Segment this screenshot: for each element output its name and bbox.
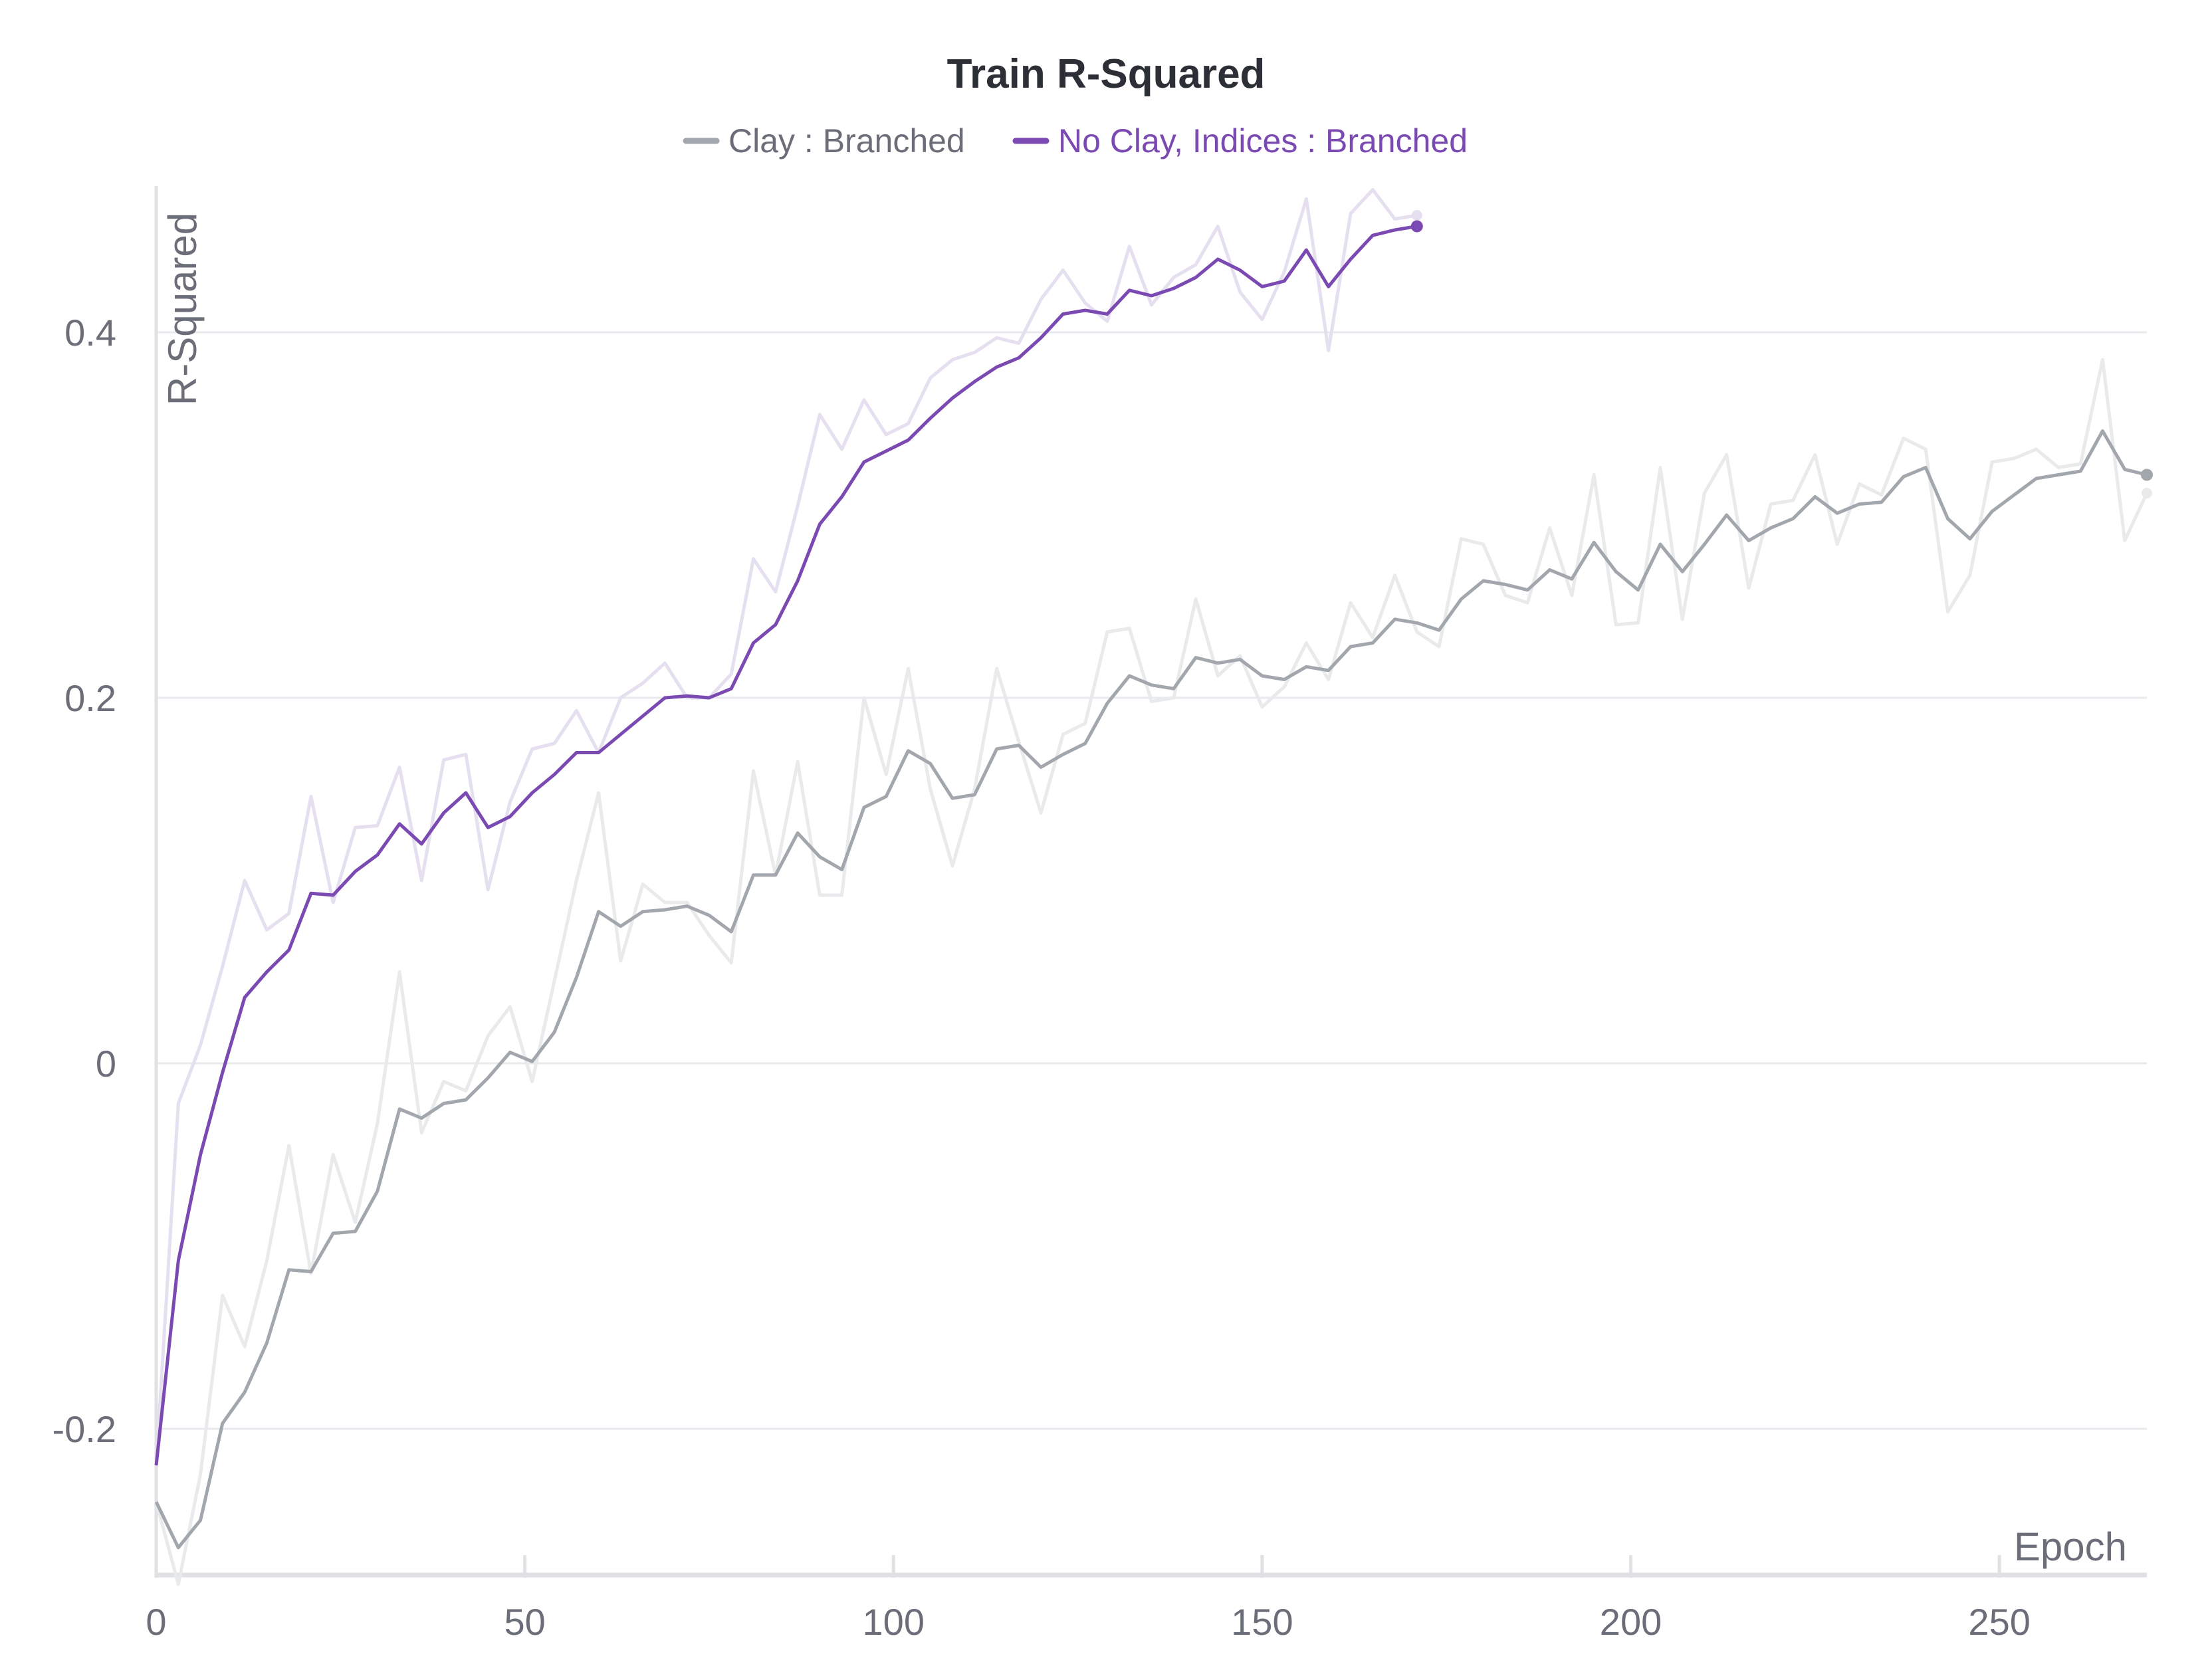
series-1-smoothed-line[interactable] [154,429,2148,1550]
legend-item-2[interactable]: No Clay, Indices : Branched [1012,122,1468,159]
y-tick-label: 0 [96,1043,116,1085]
y-axis-label: R-Squared [160,213,205,405]
raw-series-lines [154,188,2149,1586]
smoothed-series-lines[interactable] [154,225,2148,1550]
x-tick-labels: 0 50 100 150 200 250 [146,1601,2030,1643]
series-2-smoothed-line[interactable] [154,225,1418,1466]
y-tick-labels: -0.2 0 0.2 0.4 [53,312,117,1450]
gridlines [156,331,2147,1430]
legend[interactable]: Clay : Branched No Clay, Indices : Branch… [683,122,1468,159]
y-tick-label: 0.2 [64,677,116,719]
series-2-end-point [1410,220,1423,233]
x-tick-label: 50 [504,1601,545,1643]
legend-label: Clay : Branched [728,122,965,159]
x-tick-label: 200 [1600,1601,1662,1643]
x-tick-label: 0 [146,1601,166,1643]
series-1-end-point [2141,469,2153,481]
series-1-raw-line [154,358,2149,1586]
y-tick-label: 0.4 [64,312,116,354]
x-tick-label: 100 [863,1601,925,1643]
x-tick-label: 150 [1231,1601,1293,1643]
series-2-raw-line [154,188,1418,1466]
x-tick-label: 250 [1968,1601,2030,1643]
x-axis-label: Epoch [2014,1524,2127,1569]
legend-item-1[interactable]: Clay : Branched [683,122,965,159]
series-end-points [1410,210,2153,498]
y-tick-label: -0.2 [53,1408,117,1450]
axes [154,186,2147,1578]
chart-title: Train R-Squared [947,51,1266,97]
legend-label: No Clay, Indices : Branched [1058,122,1468,159]
series-1-raw-end-point [2142,488,2152,498]
series-2-raw-end-point [1411,210,1422,221]
